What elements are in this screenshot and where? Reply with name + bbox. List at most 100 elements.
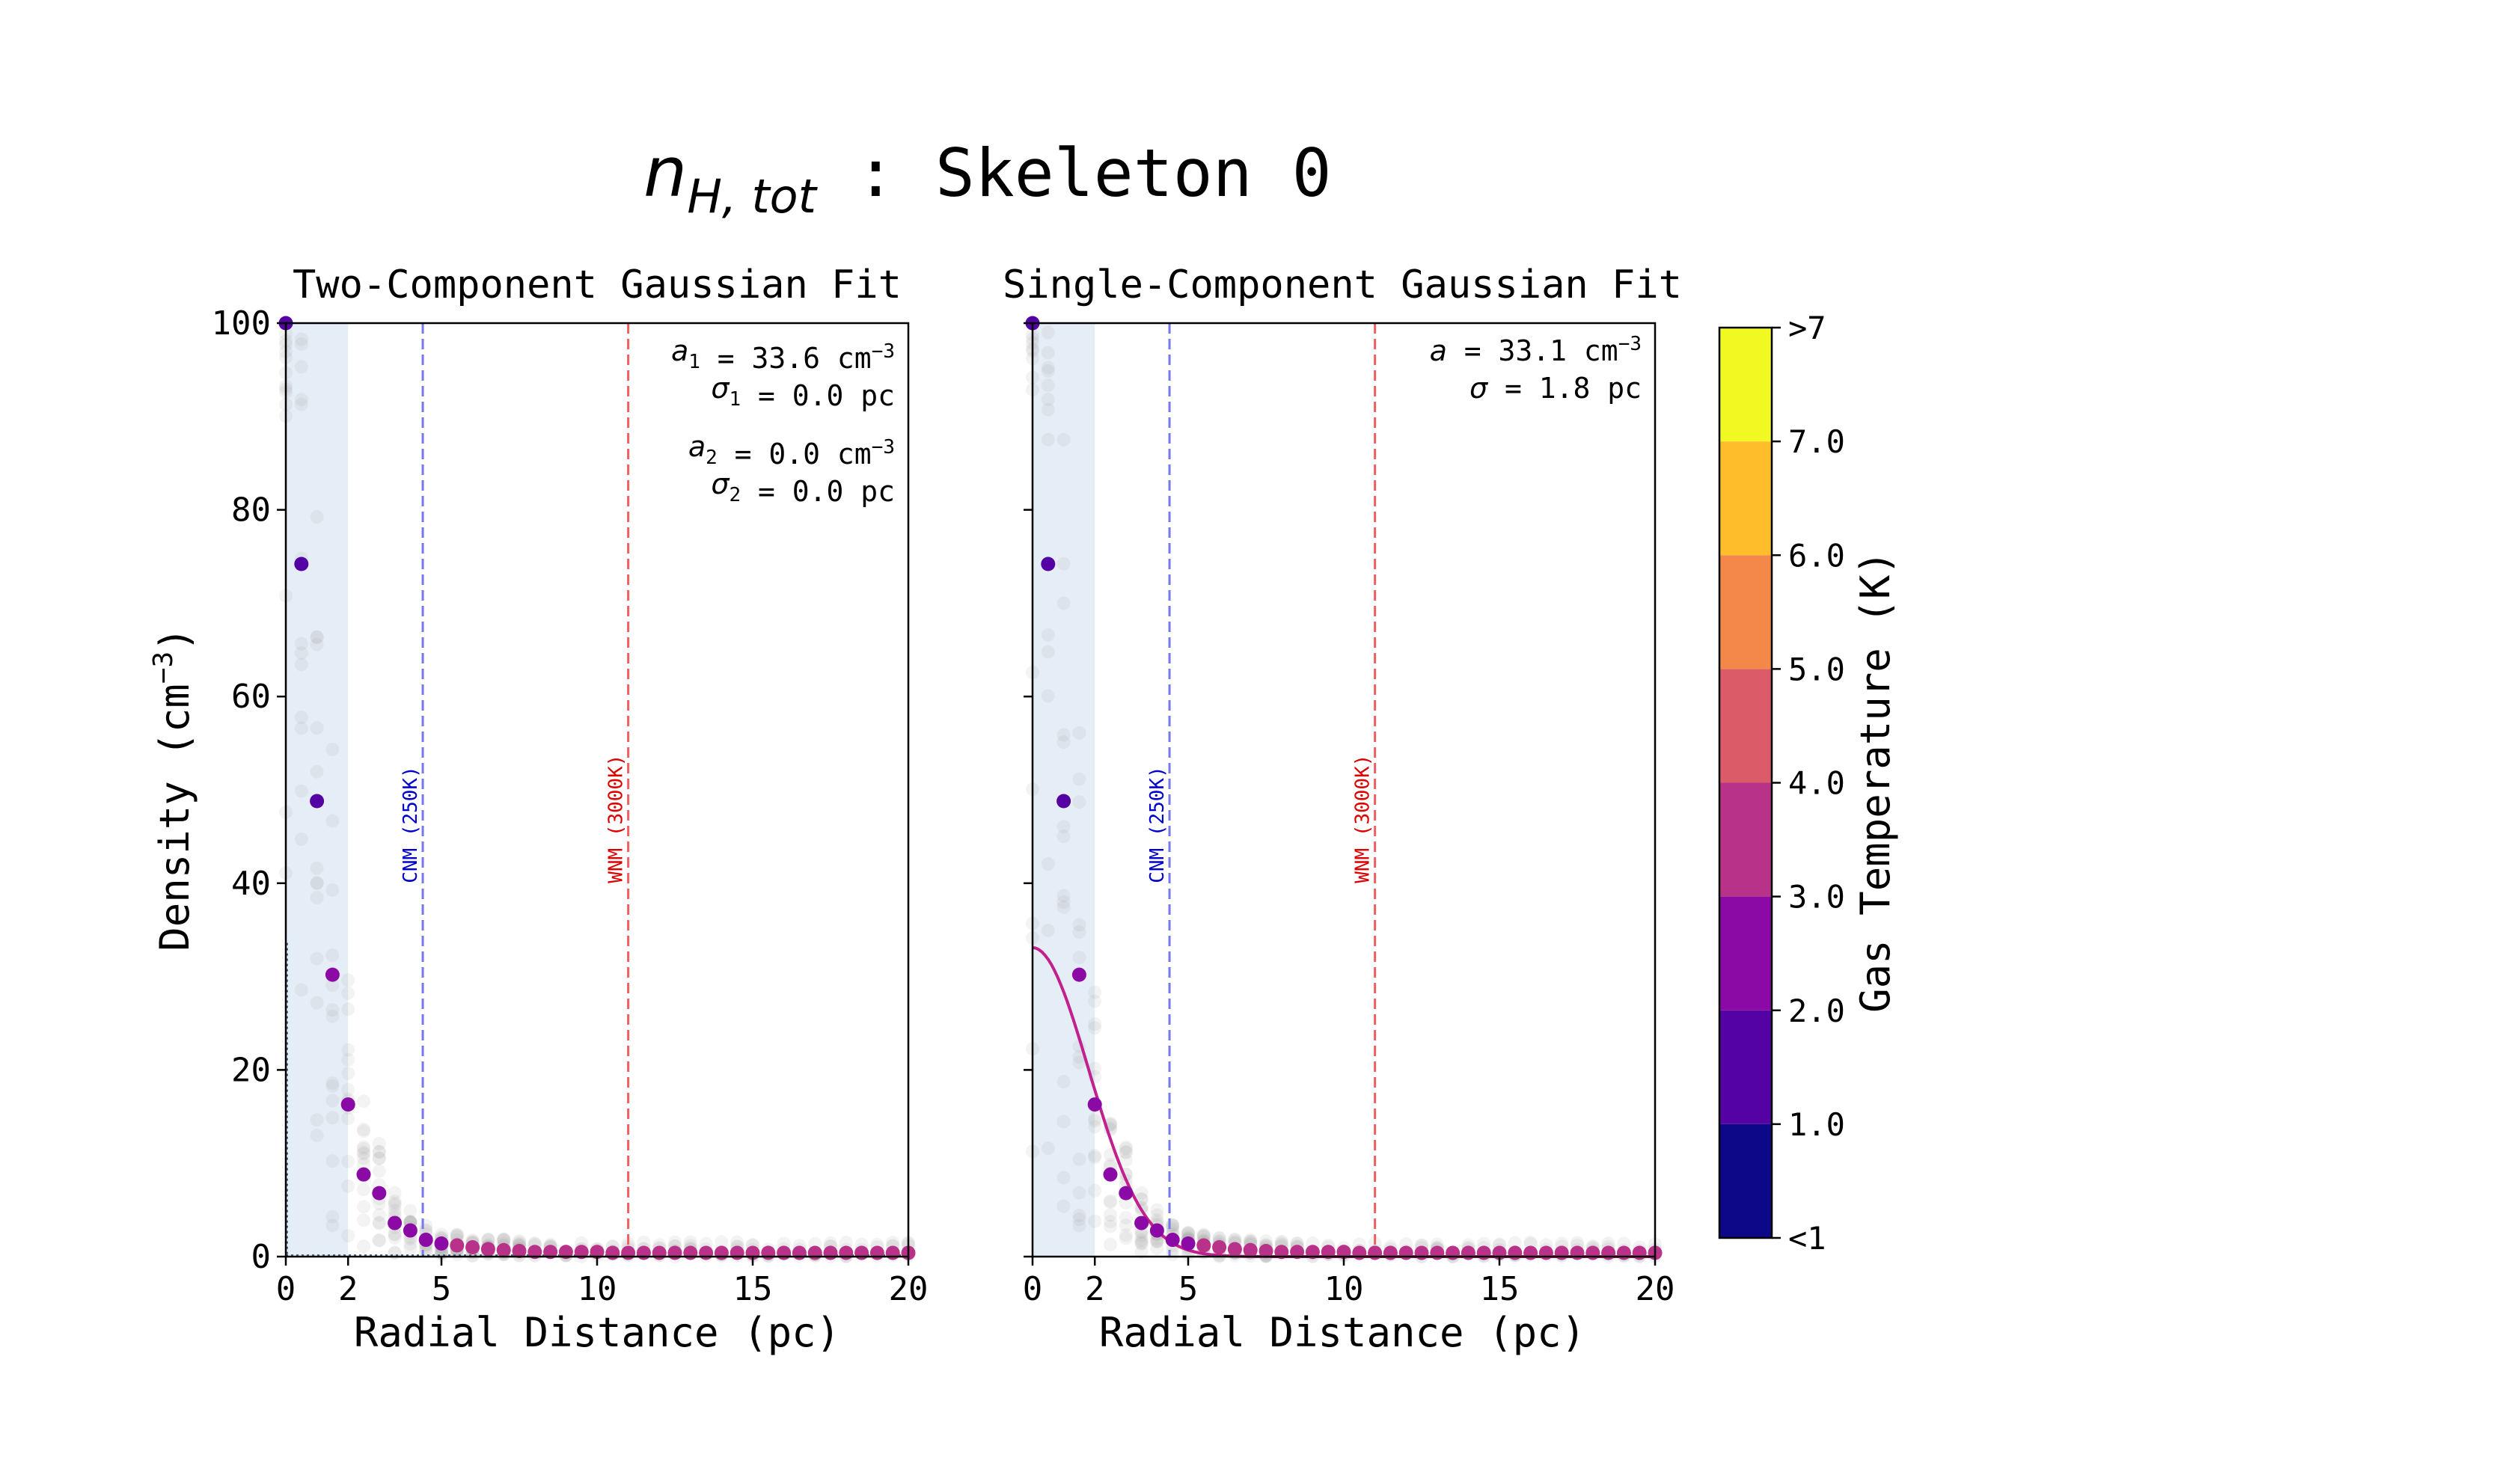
raw-point — [372, 1208, 386, 1222]
raw-point — [325, 978, 340, 993]
mean-profile-point — [1165, 1233, 1180, 1248]
mean-profile-point — [1508, 1245, 1523, 1260]
raw-point — [1088, 1214, 1102, 1228]
right-x-axis-label: Radial Distance (pc) — [1099, 1309, 1585, 1356]
mean-profile-point — [325, 967, 340, 982]
figure-title-symbol: n — [643, 132, 687, 212]
raw-point — [1134, 1245, 1149, 1259]
raw-point — [1041, 645, 1055, 659]
mean-profile-point — [1398, 1245, 1413, 1260]
raw-point — [325, 814, 340, 828]
raw-point — [1104, 1157, 1117, 1171]
mean-profile-point — [1259, 1244, 1273, 1259]
x-tick-label: 0 — [1023, 1270, 1043, 1308]
mean-profile-point — [683, 1245, 698, 1260]
fit-parameter-line: σ2 = 0.0 pc — [711, 467, 895, 508]
mean-profile-point — [340, 1097, 355, 1112]
raw-point — [372, 1215, 386, 1230]
raw-point — [1259, 1234, 1273, 1248]
raw-point — [1134, 1236, 1149, 1251]
mean-profile-point — [1290, 1245, 1305, 1260]
raw-point — [294, 784, 308, 798]
raw-point — [357, 1183, 370, 1197]
raw-point — [1088, 1061, 1102, 1076]
mean-profile-point — [1056, 794, 1071, 809]
fit-parameter-annotations: a1 = 33.6 cm−3σ1 = 0.0 pc a2 = 0.0 cm−3σ2… — [671, 334, 895, 508]
raw-point — [388, 1230, 402, 1245]
raw-point — [435, 1248, 448, 1263]
raw-point — [310, 951, 324, 966]
raw-point — [294, 637, 308, 651]
mean-profile-point — [792, 1245, 807, 1260]
raw-point — [325, 883, 340, 897]
raw-point — [481, 1233, 495, 1247]
mean-profile-point — [730, 1245, 744, 1260]
raw-point — [1119, 1140, 1133, 1154]
shaded-core-region — [1033, 323, 1095, 1257]
raw-point — [1088, 994, 1102, 1008]
raw-point — [310, 630, 324, 644]
mean-profile-point — [1352, 1245, 1367, 1260]
x-tick-label: 15 — [1480, 1270, 1520, 1308]
mean-profile-point — [1554, 1245, 1569, 1260]
raw-point — [1041, 689, 1055, 703]
raw-point — [1228, 1232, 1242, 1246]
raw-point — [1041, 392, 1055, 406]
raw-point — [341, 1229, 355, 1243]
raw-point — [357, 1094, 370, 1109]
raw-point — [1041, 923, 1055, 937]
raw-point — [1119, 1228, 1133, 1242]
raw-point — [1056, 596, 1071, 610]
mean-profile-point — [1305, 1245, 1320, 1260]
raw-point — [1119, 1196, 1133, 1210]
raw-point — [1119, 1218, 1133, 1233]
raw-point — [1072, 925, 1086, 939]
raw-point — [294, 397, 308, 411]
mean-profile-point — [699, 1245, 714, 1260]
raw-point — [1088, 1112, 1102, 1126]
raw-point — [310, 1113, 324, 1127]
raw-point — [1041, 432, 1055, 447]
raw-point — [403, 1237, 418, 1251]
raw-point — [310, 631, 324, 645]
raw-point — [341, 1052, 355, 1067]
raw-point — [341, 986, 355, 1000]
colorbar-segment — [1719, 782, 1772, 897]
raw-point — [1119, 1153, 1133, 1167]
raw-point — [1181, 1227, 1195, 1241]
raw-point — [1104, 1219, 1117, 1233]
raw-point — [325, 1154, 340, 1168]
mean-profile-point — [839, 1245, 854, 1260]
left-panel-two-component: Two-Component Gaussian Fit Density (cm−3… — [148, 263, 928, 1356]
raw-point — [1088, 1114, 1102, 1128]
raw-point — [357, 1200, 370, 1214]
x-tick-label: 5 — [432, 1270, 452, 1308]
raw-point — [310, 877, 324, 891]
raw-point — [388, 1196, 402, 1210]
figure-title-subscript: H, tot — [687, 169, 818, 224]
raw-point — [886, 1236, 900, 1250]
colorbar-tick-label: 6.0 — [1788, 537, 1845, 574]
raw-point — [715, 1235, 729, 1249]
raw-point — [1088, 1120, 1102, 1134]
raw-point — [310, 996, 324, 1010]
raw-point — [388, 1227, 402, 1242]
x-tick-label: 2 — [338, 1270, 358, 1308]
mean-profile-point — [1632, 1245, 1647, 1260]
colorbar-segment — [1719, 1123, 1772, 1238]
mean-profile-point — [543, 1245, 558, 1260]
mean-profile-point — [1274, 1245, 1289, 1260]
raw-point — [325, 1076, 340, 1091]
wnm-line-label: WNM (3000K) — [605, 755, 628, 883]
raw-point — [357, 1239, 370, 1254]
y-tick-label: 60 — [231, 678, 271, 716]
raw-point — [372, 1136, 386, 1150]
fit-parameter-line: a = 33.1 cm−3 — [1430, 333, 1642, 367]
raw-point — [1134, 1233, 1149, 1247]
raw-point — [1072, 795, 1086, 809]
raw-point — [325, 1209, 340, 1224]
raw-point — [325, 948, 340, 963]
raw-point — [372, 1151, 386, 1165]
raw-point — [294, 983, 308, 997]
